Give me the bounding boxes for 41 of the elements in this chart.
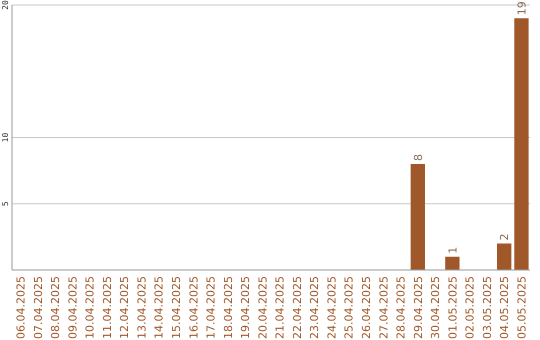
x-tick-label: 16.04.2025: [187, 276, 200, 339]
x-tick-label: 27.04.2025: [377, 276, 390, 339]
bar: [514, 18, 529, 270]
x-tick-label: 05.05.2025: [515, 276, 528, 339]
data-label: 19: [515, 1, 528, 16]
data-label: 2: [498, 234, 512, 240]
x-tick-label: 14.04.2025: [152, 276, 166, 339]
x-tick-label: 03.05.2025: [480, 276, 494, 339]
x-tick-label: 11.04.2025: [100, 276, 114, 339]
x-tick-label: 17.04.2025: [204, 276, 218, 339]
x-tick-label: 13.04.2025: [135, 276, 148, 339]
x-tick-label: 23.04.2025: [308, 276, 322, 339]
x-tick-label: 15.04.2025: [170, 276, 183, 339]
bar: [410, 164, 425, 270]
x-tick-label: 10.04.2025: [84, 276, 97, 339]
x-tick-label: 22.04.2025: [290, 276, 304, 339]
x-tick-label: 18.04.2025: [222, 276, 235, 339]
y-tick-label: 20: [1, 0, 10, 10]
x-tick-label: 02.05.2025: [464, 276, 477, 339]
data-label: 8: [412, 154, 425, 161]
x-tick-label: 19.04.2025: [239, 276, 252, 339]
x-tick-label: 29.04.2025: [412, 276, 425, 339]
y-tick-label: 5: [1, 201, 10, 206]
x-tick-label: 07.04.2025: [32, 276, 45, 339]
x-tick-label: 21.04.2025: [274, 276, 287, 339]
x-tick-label: 01.05.2025: [446, 276, 460, 339]
bar: [445, 256, 460, 270]
x-tick-label: 08.04.2025: [49, 276, 62, 339]
x-tick-label: 20.04.2025: [256, 276, 270, 339]
x-tick-label: 30.04.2025: [429, 276, 442, 339]
y-tick-label: 10: [1, 132, 10, 142]
x-tick-label: 24.04.2025: [325, 276, 338, 339]
bar: [497, 244, 512, 270]
x-tick-label: 12.04.2025: [118, 276, 132, 339]
x-tick-label: 25.04.2025: [342, 276, 356, 339]
x-tick-label: 09.04.2025: [66, 276, 80, 339]
x-tick-label: 28.04.2025: [394, 276, 408, 339]
x-tick-label: 04.05.2025: [498, 276, 512, 339]
data-label: 1: [446, 246, 460, 254]
x-tick-label: 26.04.2025: [360, 276, 373, 339]
x-tick-label: 06.04.2025: [14, 276, 28, 339]
